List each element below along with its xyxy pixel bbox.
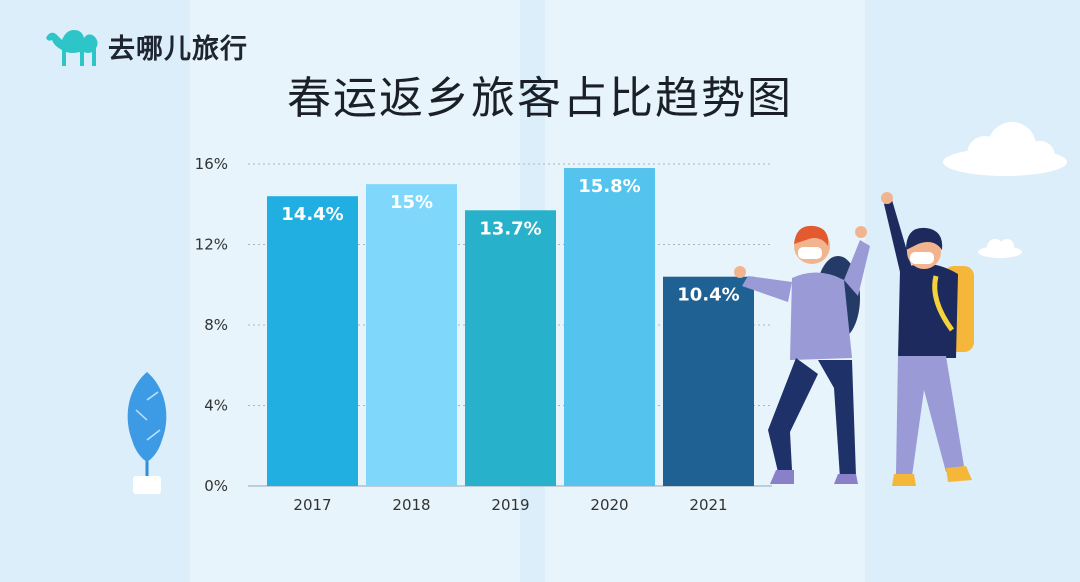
y-tick-label: 4%	[204, 397, 228, 415]
x-tick-label: 2020	[590, 496, 628, 514]
y-tick-label: 12%	[195, 236, 228, 254]
brand-logo: 去哪儿旅行	[44, 24, 248, 68]
y-tick-label: 16%	[195, 155, 228, 173]
bar-value-label: 15.8%	[578, 176, 640, 197]
tree-illustration	[127, 372, 167, 494]
bar-2018	[366, 184, 457, 486]
brand-name: 去哪儿旅行	[108, 33, 248, 65]
x-tick-label: 2019	[491, 496, 529, 514]
x-tick-label: 2018	[392, 496, 430, 514]
chart-title: 春运返乡旅客占比趋势图	[287, 73, 793, 124]
cloud-illustration	[943, 122, 1067, 176]
bar-2019	[465, 210, 556, 486]
bar-value-label: 14.4%	[281, 204, 343, 225]
bar-2020	[564, 168, 655, 486]
traveler-illustration-right	[881, 192, 974, 486]
y-tick-label: 0%	[204, 477, 228, 495]
small-cloud-illustration	[978, 239, 1022, 258]
y-tick-label: 8%	[204, 316, 228, 334]
bar-value-label: 10.4%	[677, 285, 739, 306]
x-tick-label: 2017	[293, 496, 331, 514]
traveler-illustration-left	[734, 225, 870, 484]
bar-2017	[267, 196, 358, 486]
x-tick-label: 2021	[689, 496, 727, 514]
bar-value-label: 15%	[390, 192, 433, 213]
camel-icon	[46, 30, 98, 66]
bar-value-label: 13.7%	[479, 218, 541, 239]
bar-2021	[663, 276, 754, 486]
